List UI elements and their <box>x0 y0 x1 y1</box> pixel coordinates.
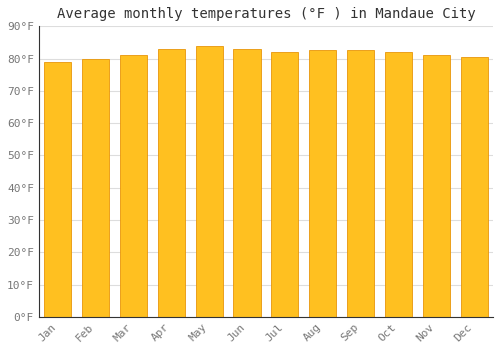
Bar <box>44 62 72 317</box>
Bar <box>271 52 298 317</box>
Bar <box>234 49 260 317</box>
Bar <box>460 57 488 317</box>
Bar <box>309 50 336 317</box>
Bar <box>422 55 450 317</box>
Bar <box>385 52 412 317</box>
Title: Average monthly temperatures (°F ) in Mandaue City: Average monthly temperatures (°F ) in Ma… <box>56 7 476 21</box>
Bar <box>82 58 109 317</box>
Bar <box>196 46 223 317</box>
Bar <box>158 49 185 317</box>
Bar <box>347 50 374 317</box>
Bar <box>120 55 147 317</box>
